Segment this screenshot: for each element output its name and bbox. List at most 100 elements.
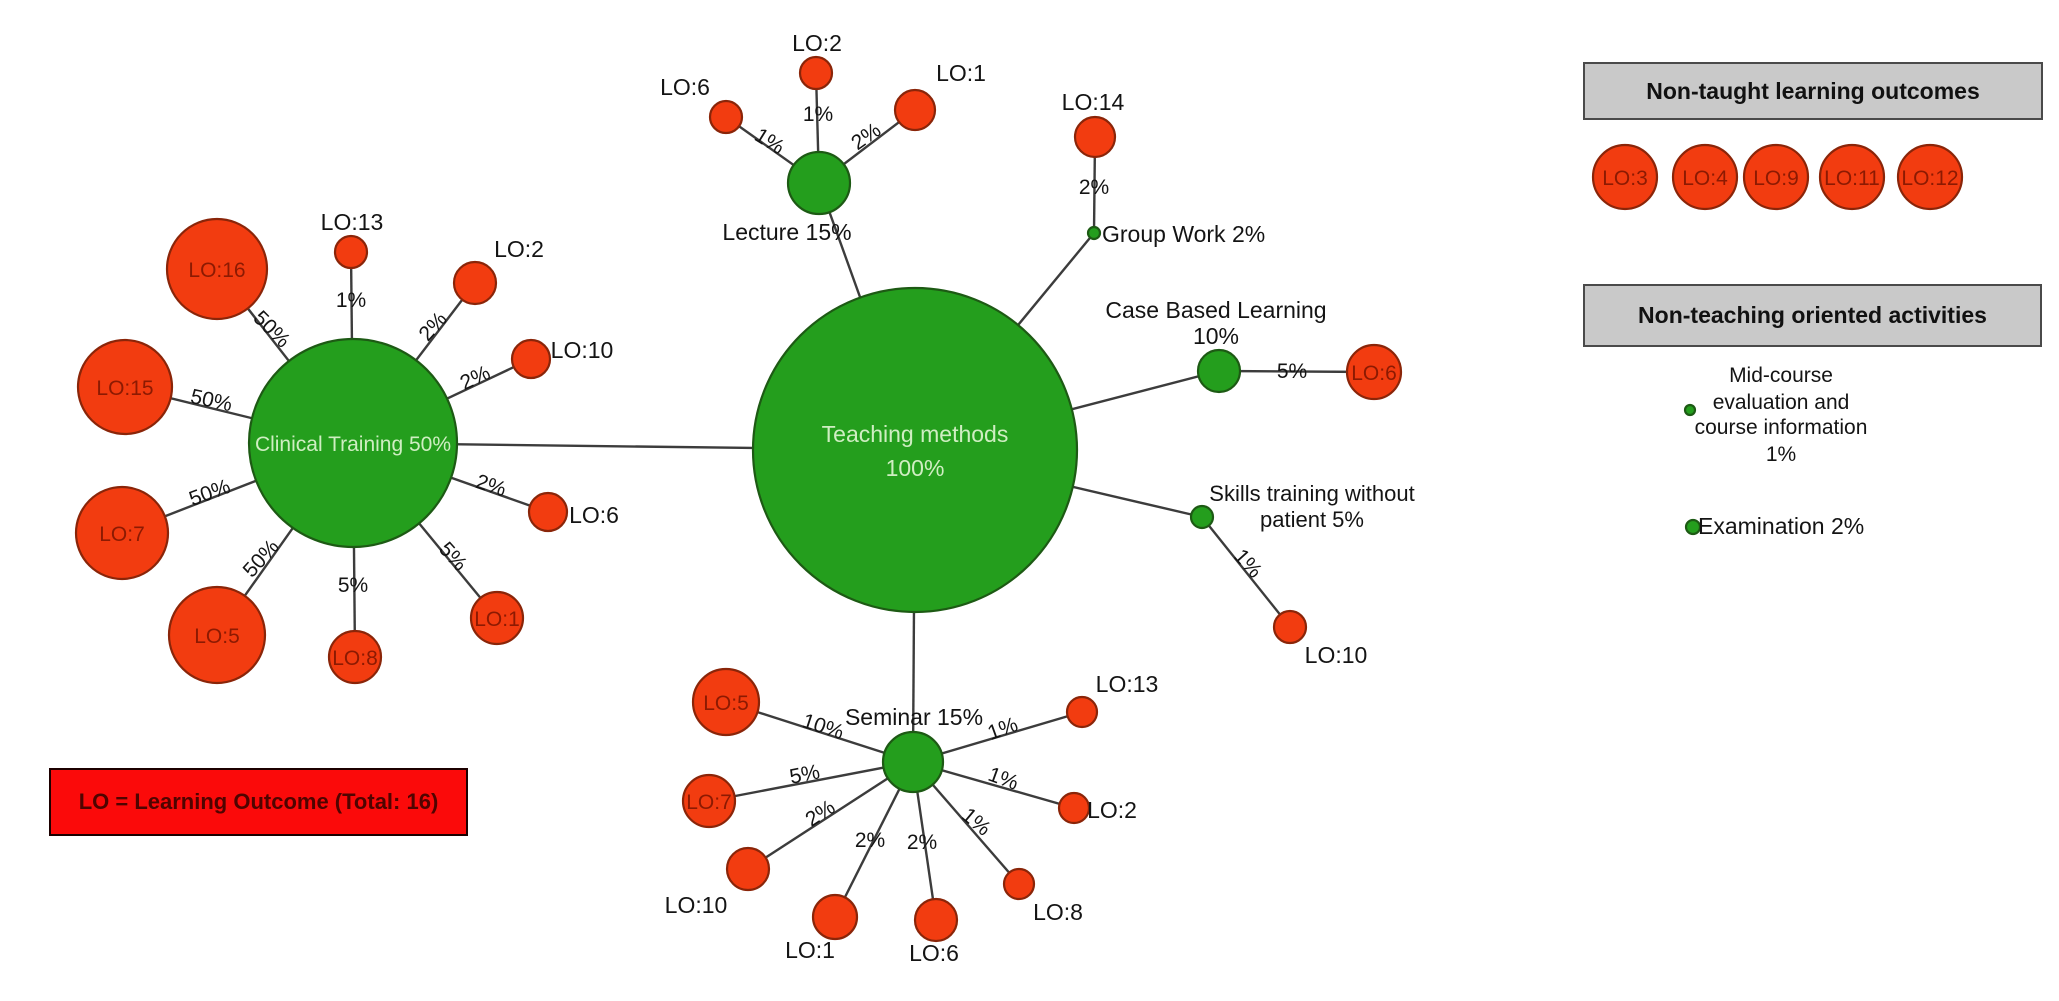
label-skills-line2: patient 5% (1260, 507, 1364, 532)
sat-clinical-lo8 (327, 629, 383, 685)
sat-seminar-lo1 (811, 893, 859, 941)
sat-nontaught-lo4 (1671, 143, 1739, 211)
pct-seminar-lo13: 1% (985, 713, 1021, 745)
label-seminar-lo8: LO:8 (1033, 899, 1083, 925)
pct-lecture-lo1: 2% (847, 119, 885, 155)
ilabel-seminar-lo7: LO:7 (686, 791, 732, 814)
label-groupwork-lo14: LO:14 (1062, 89, 1125, 115)
label-mid-course-line4: 1% (1766, 443, 1796, 466)
sat-clinical-lo16 (165, 217, 269, 321)
hub-teaching-methods (751, 286, 1079, 614)
ilabel-clinical-lo1: LO:1 (474, 608, 520, 631)
hub-group-work (1086, 225, 1102, 241)
pct-seminar-lo7: 5% (788, 760, 822, 788)
label-seminar-lo13: LO:13 (1096, 671, 1159, 697)
pct-seminar-lo5: 10% (799, 709, 846, 744)
sat-groupwork-lo14 (1073, 115, 1117, 159)
label-skills-lo10: LO:10 (1305, 642, 1368, 668)
label-seminar-lo10: LO:10 (665, 892, 728, 918)
ilabel-seminar-lo5: LO:5 (703, 692, 749, 715)
pct-clinical-lo8: 5% (338, 574, 368, 597)
sat-seminar-lo10 (725, 846, 771, 892)
label-seminar-lo2: LO:2 (1087, 797, 1137, 823)
pct-clinical-lo5: 50% (239, 535, 284, 582)
legend-box: LO = Learning Outcome (Total: 16) (49, 768, 468, 836)
pct-clinical-lo1: 5% (434, 538, 471, 576)
label-lecture-lo1: LO:1 (936, 60, 986, 86)
pct-lecture-lo6: 1% (750, 124, 788, 160)
label-examination: Examination 2% (1698, 513, 1864, 539)
sat-nontaught-lo12 (1896, 143, 1964, 211)
sat-skills-lo10 (1272, 609, 1308, 645)
sat-clinical-lo10 (510, 338, 552, 380)
pct-clinical-lo10: 2% (457, 361, 494, 395)
hub-case-based-learning (1196, 348, 1242, 394)
pct-seminar-lo6: 2% (907, 831, 937, 854)
sat-seminar-lo5 (691, 667, 761, 737)
sat-clinical-lo1 (469, 590, 525, 646)
sat-clinical-lo5 (167, 585, 267, 685)
sat-nontaught-lo9 (1742, 143, 1810, 211)
sat-clinical-lo13 (333, 234, 369, 270)
ilabel-clinical-lo5: LO:5 (194, 625, 240, 648)
label-seminar-lo6: LO:6 (909, 940, 959, 966)
ilabel-nontaught-lo4: LO:4 (1682, 167, 1728, 190)
sat-seminar-lo2 (1057, 791, 1091, 825)
ilabel-clinical-lo16: LO:16 (188, 259, 245, 282)
label-lecture: Lecture 15% (722, 219, 851, 245)
edge-line (708, 760, 914, 803)
sat-nontaught-lo3 (1591, 143, 1659, 211)
label-seminar: Seminar 15% (845, 704, 983, 730)
pct-seminar-lo8: 1% (957, 803, 995, 840)
edge-line (1201, 516, 1291, 628)
label-lecture-lo2: LO:2 (792, 30, 842, 56)
sat-seminar-lo6 (913, 897, 959, 943)
panel-non-teaching-header: Non-teaching oriented activities (1583, 284, 2042, 347)
pct-clinical-lo16: 50% (249, 306, 295, 352)
label-mid-course-line1: Mid-course (1729, 364, 1833, 387)
hub-skills-training (1189, 504, 1215, 530)
ilabel-clinical-lo7: LO:7 (99, 523, 145, 546)
hub-clinical-training (247, 337, 459, 549)
label-clinical-lo10: LO:10 (551, 337, 614, 363)
sat-seminar-lo8 (1002, 867, 1036, 901)
label-group-work: Group Work 2% (1102, 221, 1265, 247)
label-case-based-line2: 10% (1193, 323, 1239, 349)
hub-lecture (786, 150, 852, 216)
hub-seminar (881, 730, 945, 794)
label-lecture-lo6: LO:6 (660, 74, 710, 100)
label-mid-course-line3: course information (1695, 416, 1868, 439)
ilabel-nontaught-lo3: LO:3 (1602, 167, 1648, 190)
label-mid-course-line2: evaluation and (1713, 391, 1850, 414)
pct-seminar-lo2: 1% (985, 763, 1021, 795)
ilabel-clinical-lo8: LO:8 (332, 647, 378, 670)
label-clinical-lo6: LO:6 (569, 502, 619, 528)
pct-seminar-lo1: 2% (855, 829, 885, 852)
pct-casebased-lo6: 5% (1277, 360, 1307, 383)
panel-non-taught-header: Non-taught learning outcomes (1583, 62, 2043, 120)
sat-casebased-lo6 (1345, 343, 1403, 401)
pct-seminar-lo10: 2% (801, 796, 839, 832)
label-clinical-lo2: LO:2 (494, 236, 544, 262)
ilabel-nontaught-lo11: LO:11 (1824, 167, 1880, 190)
ilabel-nontaught-lo12: LO:12 (1901, 167, 1958, 190)
pct-skills-lo10: 1% (1229, 545, 1266, 583)
label-clinical-lo13: LO:13 (321, 209, 384, 235)
ilabel-nontaught-lo9: LO:9 (1753, 167, 1799, 190)
sat-seminar-lo13 (1065, 695, 1099, 729)
ilabel-clinical-lo15: LO:15 (96, 377, 153, 400)
pct-clinical-lo7: 50% (186, 475, 233, 511)
sat-seminar-lo7 (681, 773, 737, 829)
sat-clinical-lo7 (74, 485, 170, 581)
sat-clinical-lo6 (527, 491, 569, 533)
dot-examination (1684, 518, 1702, 536)
pct-lecture-lo2: 1% (803, 103, 833, 126)
sat-clinical-lo2 (452, 260, 498, 306)
edge-line (747, 760, 914, 871)
pct-clinical-lo15: 50% (188, 385, 234, 416)
sat-lecture-lo2 (798, 55, 834, 91)
hub-teaching-methods-pct: 100% (886, 455, 945, 481)
sat-nontaught-lo11 (1818, 143, 1886, 211)
